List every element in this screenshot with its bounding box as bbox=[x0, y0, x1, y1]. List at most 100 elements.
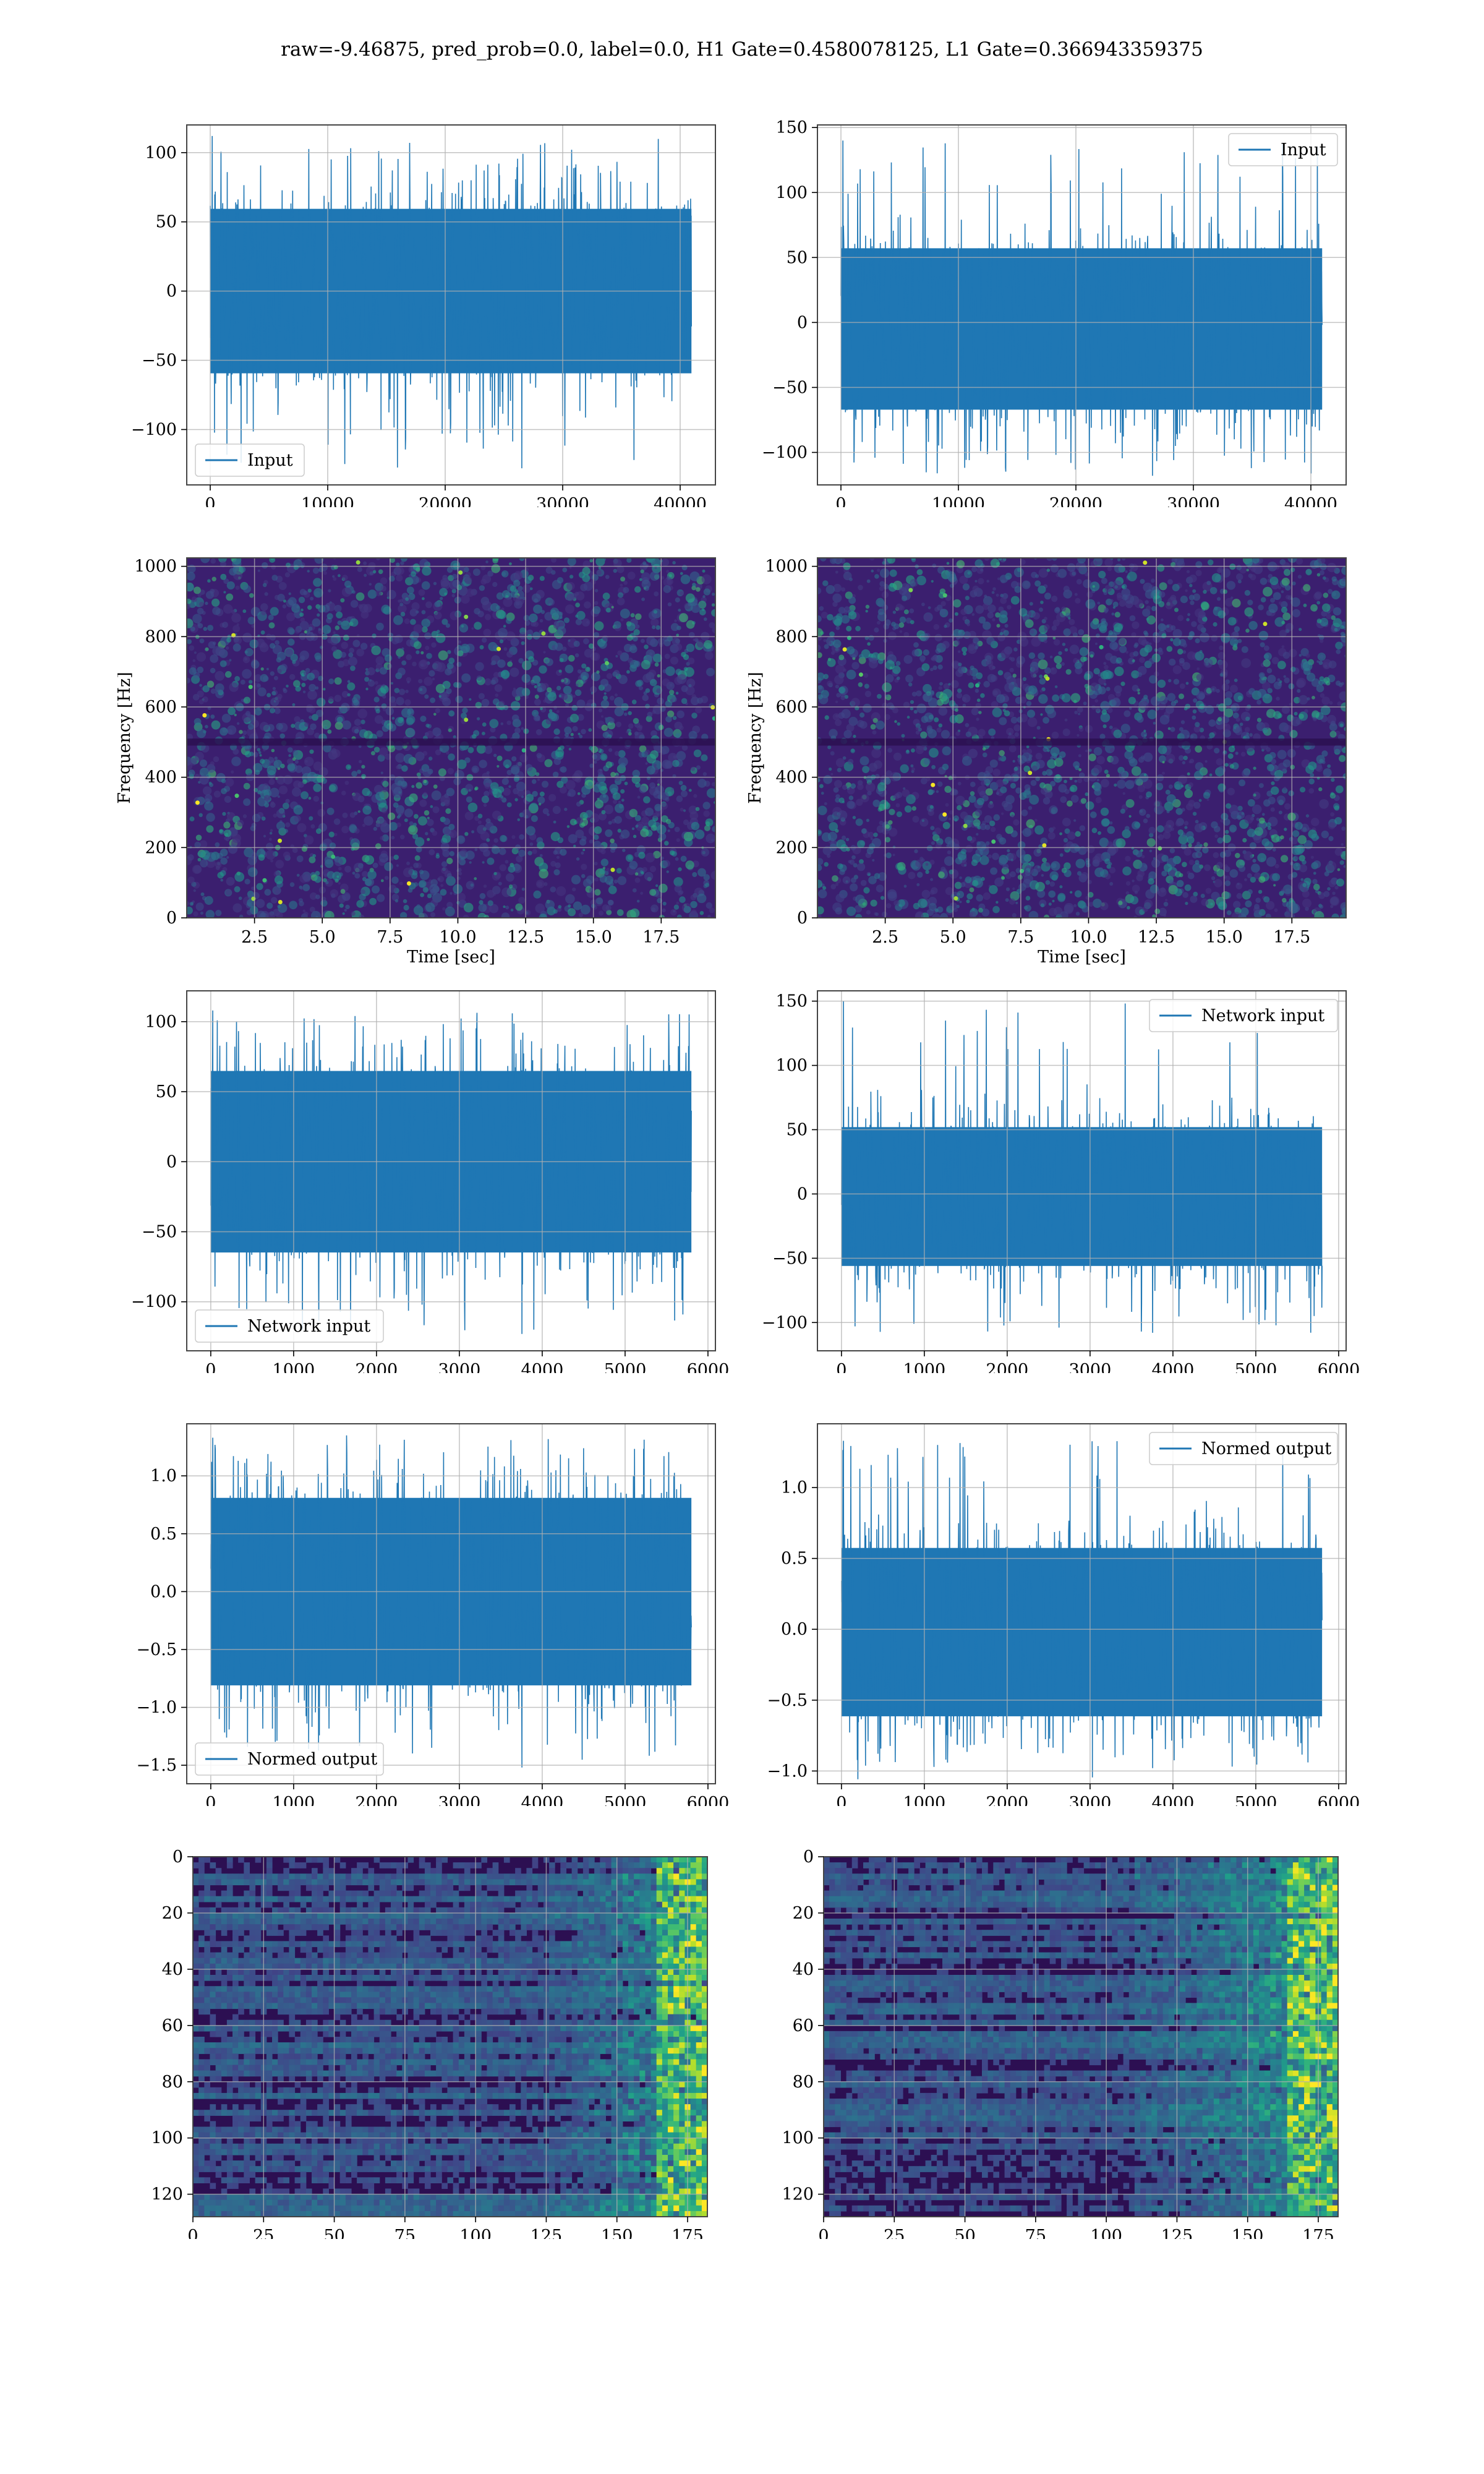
spectrogram-pixel bbox=[711, 782, 715, 787]
spectrogram-pixel bbox=[1030, 780, 1037, 786]
spectrogram-pixel bbox=[1078, 629, 1085, 636]
spectrogram-pixel bbox=[1094, 699, 1098, 703]
spectrogram-pixel bbox=[1337, 701, 1342, 706]
x-axis-label: Time [sec] bbox=[407, 948, 495, 965]
spectrogram-pixel bbox=[841, 615, 850, 624]
spectrogram-pixel bbox=[940, 730, 950, 739]
spectrogram-pixel bbox=[352, 871, 356, 875]
spectrogram-pixel bbox=[1010, 782, 1016, 789]
spectrogram-pixel bbox=[623, 587, 629, 593]
spectrogram-pixel bbox=[1043, 797, 1051, 805]
spectrogram-pixel bbox=[919, 857, 924, 861]
spectrogram-pixel bbox=[603, 558, 607, 561]
spectrogram-pixel bbox=[1213, 622, 1217, 627]
spectrogram-pixel bbox=[668, 821, 675, 829]
spectrogram-pixel bbox=[1112, 601, 1119, 607]
spectrogram-pixel bbox=[1195, 570, 1202, 576]
spectrogram-pixel bbox=[1310, 773, 1315, 777]
spectrogram-pixel bbox=[254, 674, 262, 682]
spectrogram-pixel bbox=[1315, 889, 1319, 894]
spectrogram-pixel bbox=[333, 818, 341, 825]
spectrogram-pixel bbox=[577, 792, 581, 795]
spectrogram-pixel bbox=[1103, 683, 1107, 686]
spectrogram-pixel bbox=[1067, 563, 1076, 572]
spectrogram-pixel bbox=[404, 818, 408, 823]
spectrogram-pixel bbox=[522, 661, 532, 670]
spectrogram-pixel bbox=[937, 906, 944, 913]
spectrogram-pixel bbox=[937, 664, 943, 670]
spectrogram-pixel bbox=[548, 709, 553, 713]
spectrogram-pixel bbox=[1040, 601, 1044, 604]
spectrogram-pixel bbox=[960, 609, 967, 615]
spectrogram-pixel bbox=[487, 900, 493, 906]
spectrogram-pixel bbox=[1281, 607, 1288, 614]
spectrogram-pixel bbox=[823, 639, 827, 643]
spectrogram-pixel bbox=[1282, 897, 1287, 903]
spectrogram-pixel bbox=[1139, 701, 1149, 711]
spectrogram-pixel bbox=[252, 813, 261, 823]
spectrogram-pixel bbox=[852, 816, 856, 820]
spectrogram-pixel bbox=[664, 841, 669, 846]
spectrogram-pixel bbox=[288, 592, 291, 596]
spectrogram-pixel bbox=[202, 685, 210, 693]
spectrogram-pixel bbox=[197, 593, 202, 597]
spectrogram-pixel bbox=[888, 828, 898, 837]
spectrogram-pixel bbox=[440, 795, 450, 805]
spectrogram-pixel bbox=[685, 593, 695, 603]
spectrogram-pixel bbox=[547, 691, 556, 701]
spectrogram-pixel bbox=[1064, 862, 1071, 870]
spectrogram-pixel bbox=[498, 847, 506, 855]
spectrogram-pixel bbox=[538, 803, 542, 806]
spectrogram-pixel bbox=[1247, 889, 1253, 895]
spectrogram-pixel bbox=[532, 661, 535, 664]
spectrogram-pixel bbox=[1328, 589, 1333, 594]
spectrogram-pixel bbox=[294, 610, 302, 618]
spectrogram-pixel bbox=[1239, 865, 1246, 872]
spectrogram-pixel bbox=[456, 682, 462, 688]
spectrogram-pixel bbox=[553, 611, 563, 620]
spectrogram-pixel bbox=[226, 593, 234, 601]
spectrogram-pixel bbox=[962, 694, 971, 703]
spectrogram-pixel bbox=[1107, 567, 1112, 571]
spectrogram-pixel bbox=[582, 878, 592, 888]
spectrogram-pixel bbox=[1232, 599, 1241, 608]
spectrogram-pixel bbox=[334, 857, 343, 867]
spectrogram-pixel bbox=[1034, 865, 1041, 873]
spectrogram-pixel bbox=[1216, 758, 1224, 766]
spectrogram-pixel bbox=[945, 803, 949, 807]
spectrogram-pixel bbox=[295, 685, 301, 692]
spectrogram-pixel bbox=[1277, 678, 1281, 682]
spectrogram-pixel bbox=[406, 717, 414, 726]
spectrogram-pixel bbox=[1134, 891, 1138, 894]
spectrogram-pixel bbox=[255, 899, 265, 908]
spectrogram-pixel bbox=[656, 688, 662, 694]
spectrogram-pixel bbox=[1334, 817, 1342, 824]
spectrogram-pixel bbox=[846, 669, 856, 680]
spectrogram-pixel bbox=[620, 652, 629, 662]
spectrogram-pixel bbox=[223, 591, 226, 594]
x-tick-label: 15.0 bbox=[575, 928, 612, 947]
spectrogram-pixel bbox=[373, 747, 380, 753]
spectrogram-pixel bbox=[1284, 677, 1290, 683]
spectrogram-pixel bbox=[244, 751, 252, 758]
spectrogram-pixel bbox=[1019, 637, 1029, 647]
spectrogram-pixel bbox=[852, 657, 856, 661]
spectrogram-pixel bbox=[990, 826, 996, 833]
spectrogram-pixel bbox=[1064, 648, 1068, 652]
spectrogram-pixel bbox=[484, 782, 491, 789]
spectrogram-pixel bbox=[663, 639, 671, 646]
y-tick-label: 0 bbox=[166, 909, 177, 928]
spectrogram-pixel bbox=[1163, 914, 1167, 917]
spectrogram-pixel bbox=[824, 715, 829, 720]
spectrogram-pixel bbox=[573, 695, 576, 698]
spectrogram-pixel bbox=[660, 792, 670, 801]
spectrogram-pixel bbox=[1244, 589, 1251, 596]
spectrogram-pixel bbox=[485, 560, 488, 563]
y-tick-label: 1000 bbox=[134, 557, 177, 576]
spectrogram-pixel bbox=[200, 558, 210, 563]
spectrogram-pixel bbox=[565, 664, 574, 674]
spectrogram-pixel bbox=[843, 610, 848, 614]
spectrogram-pixel bbox=[451, 594, 455, 597]
spectrogram-pixel bbox=[1010, 596, 1020, 605]
spectrogram-pixel bbox=[609, 717, 615, 724]
